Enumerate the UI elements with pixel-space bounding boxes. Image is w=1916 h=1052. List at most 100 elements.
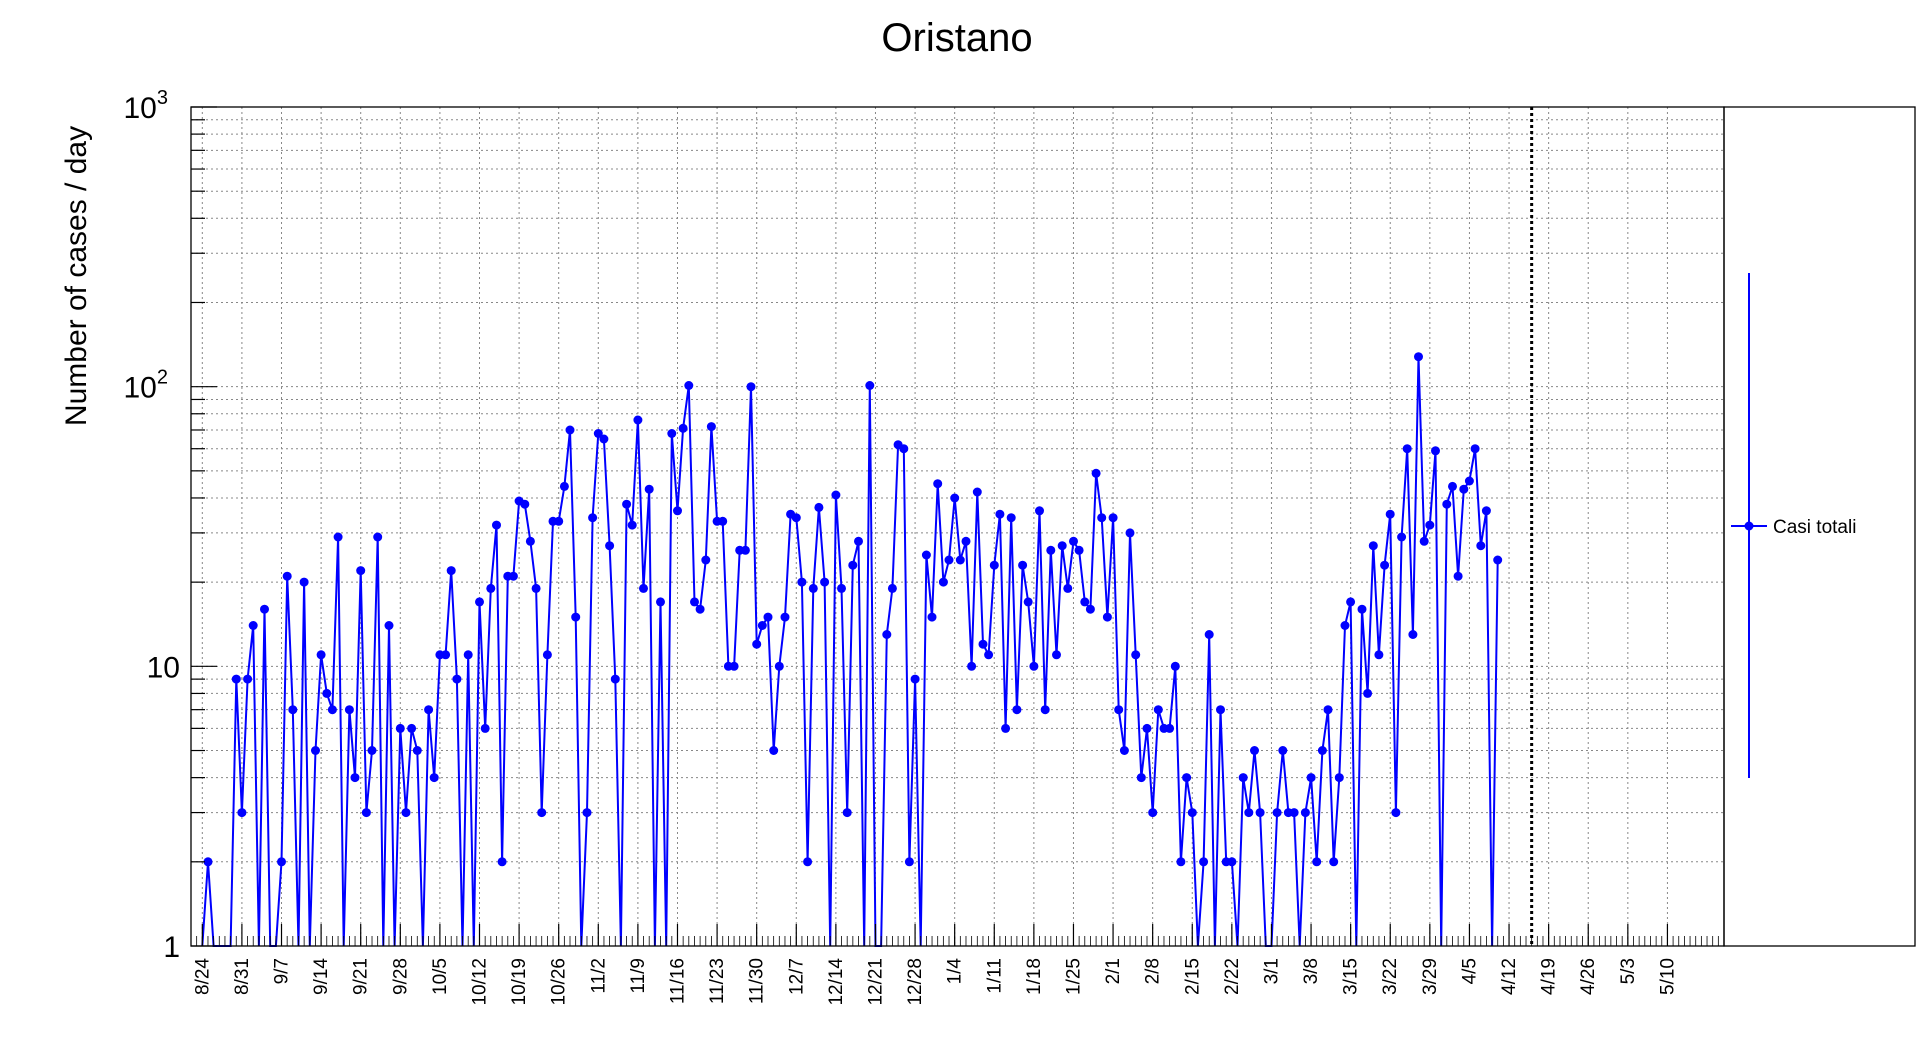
data-point xyxy=(1170,661,1180,671)
data-point xyxy=(944,555,954,565)
data-point xyxy=(938,577,948,587)
data-point xyxy=(356,566,366,576)
data-point xyxy=(1001,723,1011,733)
x-tick-label: 1/25 xyxy=(1063,958,1084,995)
data-point xyxy=(384,621,394,630)
x-tick-label: 8/24 xyxy=(192,958,213,995)
axes: 1 10 102 103 8/24 8/31 9/7 9/14 9/21 9/28 10/5 10/1… xyxy=(124,87,1725,1006)
data-point xyxy=(1018,560,1028,570)
x-tick-label: 4/12 xyxy=(1499,958,1520,995)
data-point xyxy=(961,536,971,546)
data-point xyxy=(333,532,343,542)
data-point xyxy=(1431,446,1440,456)
data-point xyxy=(1380,560,1390,570)
data-point xyxy=(639,583,648,593)
data-point xyxy=(701,555,711,565)
data-point xyxy=(1238,773,1248,783)
data-point xyxy=(311,746,320,755)
data-point xyxy=(729,661,739,671)
data-point xyxy=(288,705,298,715)
data-point xyxy=(1204,630,1214,639)
x-tick-label: 5/3 xyxy=(1618,958,1639,984)
data-point xyxy=(610,674,620,684)
data-point xyxy=(520,499,530,509)
data-point xyxy=(429,773,439,783)
data-point xyxy=(904,857,914,867)
x-tick-label: 2/15 xyxy=(1182,958,1203,995)
data-point xyxy=(299,577,309,587)
data-point xyxy=(1063,583,1073,593)
x-tick-label: 9/21 xyxy=(351,958,372,995)
data-point xyxy=(1035,506,1044,516)
data-point xyxy=(599,434,609,444)
data-point xyxy=(1402,444,1412,454)
data-point xyxy=(984,650,994,660)
data-point xyxy=(950,493,960,503)
data-point xyxy=(1442,499,1452,509)
x-tick-label: 3/29 xyxy=(1420,958,1441,995)
x-tick-label: 4/5 xyxy=(1459,958,1480,984)
legend-box xyxy=(1723,106,1916,947)
x-tick-label: 2/8 xyxy=(1143,958,1164,984)
data-point xyxy=(1080,597,1090,607)
data-point xyxy=(899,444,909,454)
data-point xyxy=(237,808,247,818)
data-point xyxy=(361,808,371,818)
chart-title: Oristano xyxy=(881,16,1032,60)
data-point xyxy=(486,583,496,593)
data-point xyxy=(1165,723,1175,733)
data-point xyxy=(1125,528,1135,538)
data-point xyxy=(1374,650,1384,660)
data-point xyxy=(854,536,863,546)
data-point xyxy=(1102,612,1112,622)
data-point xyxy=(350,773,360,783)
data-point xyxy=(475,597,484,607)
x-tick-label: 8/31 xyxy=(232,958,253,995)
data-point xyxy=(316,650,326,660)
data-point xyxy=(412,746,422,755)
data-point xyxy=(633,415,643,425)
data-point xyxy=(927,612,937,622)
data-point xyxy=(1040,705,1050,715)
data-point xyxy=(1346,597,1356,607)
data-point xyxy=(1425,520,1435,530)
data-point xyxy=(463,650,473,660)
y-tick-label: 102 xyxy=(124,367,169,405)
data-point xyxy=(1029,661,1039,671)
data-point xyxy=(1216,705,1225,715)
x-tick-label: 10/12 xyxy=(469,958,490,1006)
data-point xyxy=(1368,541,1378,551)
data-point xyxy=(588,513,598,523)
x-tick-label: 10/19 xyxy=(509,958,530,1006)
data-point xyxy=(1363,688,1373,698)
data-point xyxy=(1470,444,1480,454)
data-point xyxy=(203,857,213,867)
data-point xyxy=(1187,808,1197,818)
data-point xyxy=(656,597,665,607)
data-point xyxy=(797,577,807,587)
data-point xyxy=(808,583,818,593)
data-point xyxy=(1119,746,1129,755)
data-point xyxy=(492,520,501,530)
x-tick-label: 2/1 xyxy=(1103,958,1124,984)
x-tick-label: 4/26 xyxy=(1578,958,1599,995)
data-point xyxy=(1142,723,1152,733)
data-point xyxy=(1306,773,1316,783)
data-point xyxy=(1052,650,1061,660)
data-point xyxy=(1329,857,1339,867)
data-point xyxy=(452,674,462,684)
data-point xyxy=(1108,513,1118,523)
data-point xyxy=(718,516,728,526)
data-point xyxy=(542,650,552,660)
data-point xyxy=(1300,808,1310,818)
data-point xyxy=(791,513,801,523)
data-point xyxy=(769,746,779,755)
data-point xyxy=(814,502,824,512)
x-tick-label: 12/28 xyxy=(905,958,926,1006)
data-point xyxy=(848,560,858,570)
data-point xyxy=(690,597,699,607)
x-tick-label: 3/1 xyxy=(1261,958,1282,984)
data-point xyxy=(933,479,943,489)
data-point xyxy=(757,621,767,630)
